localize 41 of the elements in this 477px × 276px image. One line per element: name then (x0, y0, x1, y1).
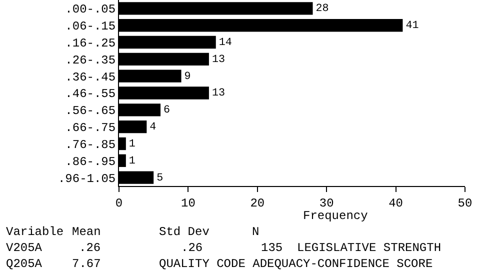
y-tick-label: .26-.35 (65, 53, 116, 68)
text: N (252, 225, 260, 239)
text: LEGISLATIVE STRENGTH (297, 241, 442, 255)
text: 7.67 (72, 257, 101, 271)
data-label: 9 (184, 70, 191, 83)
text: Mean (72, 225, 101, 239)
data-label: 41 (406, 20, 419, 32)
data-label: 28 (316, 3, 329, 16)
y-tick-label: .36-.45 (65, 70, 116, 84)
y-tick-label: .66-.75 (65, 121, 116, 136)
x-tick-label: 10 (180, 196, 196, 210)
text: 135 (261, 241, 283, 255)
x-tick-label: 20 (250, 196, 265, 210)
y-tick-label: .46-.55 (65, 87, 116, 102)
text: QUALITY CODE ADEQUACY-CONFIDENCE SCORE (159, 257, 433, 271)
text: .26 (79, 241, 101, 255)
x-tick-label: 0 (115, 196, 123, 210)
y-tick-label: .56-.65 (65, 104, 116, 118)
y-tick-label: .06-.15 (65, 20, 116, 34)
y-tick-label: .96-1.05 (58, 172, 116, 186)
text: .26 (181, 241, 203, 255)
text: Std Dev (159, 225, 210, 239)
y-tick-label: .86-.95 (65, 154, 116, 169)
text: V205A (6, 241, 43, 255)
data-label: 4 (150, 122, 156, 134)
x-tick-label: 50 (458, 196, 472, 210)
data-label: 5 (156, 172, 164, 184)
data-label: 13 (212, 54, 226, 66)
x-axis-title: Frequency (303, 209, 368, 223)
data-label: 13 (212, 88, 226, 100)
text: Q205A (6, 257, 43, 271)
data-label: 1 (128, 138, 136, 150)
text: Variable (6, 225, 64, 239)
data-label: 6 (164, 104, 170, 117)
y-tick-label: .16-.25 (65, 36, 116, 50)
data-label: 1 (128, 155, 136, 168)
y-tick-label: .00-.05 (65, 2, 116, 17)
data-label: 14 (218, 36, 232, 49)
x-tick-label: 40 (388, 196, 404, 210)
x-tick-label: 30 (319, 196, 334, 210)
y-tick-label: .76-.85 (65, 138, 116, 152)
